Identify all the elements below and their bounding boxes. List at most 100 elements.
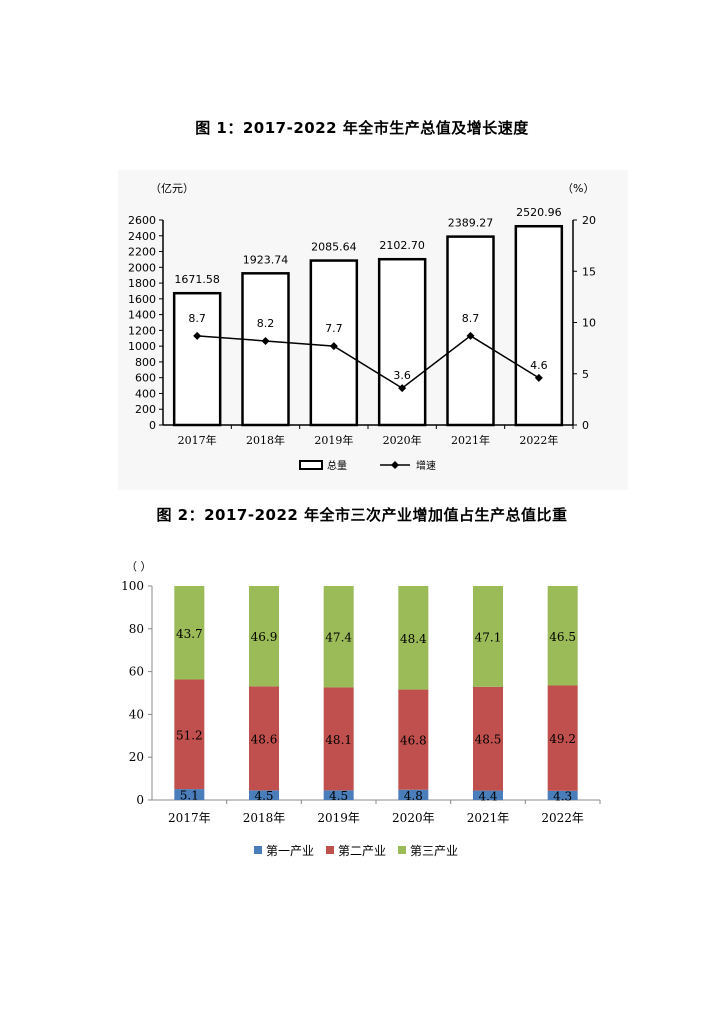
chart2-y-tick-label: 40 bbox=[129, 707, 144, 721]
chart1-x-tick-label: 2018年 bbox=[246, 433, 285, 447]
chart2-bar-segment bbox=[547, 685, 578, 791]
chart2-x-tick-label: 2018年 bbox=[243, 811, 286, 825]
chart1-y-left-tick-label: 1600 bbox=[128, 293, 156, 306]
chart1-y-left-tick-label: 0 bbox=[149, 419, 156, 432]
chart1-x-tick-label: 2019年 bbox=[314, 433, 353, 447]
chart2-bar-segment bbox=[473, 586, 503, 687]
chart1-growth-point bbox=[466, 331, 475, 340]
chart1-growth-label: 7.7 bbox=[325, 322, 343, 335]
chart2-bar-label: 48.4 bbox=[400, 632, 427, 646]
chart2-bar-label: 4.3 bbox=[553, 789, 572, 803]
chart2-bar-label: 46.9 bbox=[251, 630, 278, 644]
chart2-legend-swatch bbox=[326, 846, 334, 854]
chart2-bar-label: 47.4 bbox=[325, 631, 352, 645]
chart2-industry-share: （ ） 0 20 40 60 80 100 5.1 51.2 43.7 2017年 4.5 48.6 46… bbox=[121, 560, 601, 858]
chart2-bar-segment bbox=[323, 790, 354, 800]
chart1-growth-line bbox=[197, 334, 540, 390]
chart2-y-tick-label: 60 bbox=[129, 665, 144, 679]
chart1-y-left-tick-label: 2400 bbox=[128, 230, 156, 243]
chart2-x-tick-label: 2020年 bbox=[392, 811, 435, 825]
chart2-x-tick-label: 2022年 bbox=[541, 811, 584, 825]
chart2-legend-label: 第三产业 bbox=[410, 844, 458, 858]
chart1-legend-line-marker bbox=[391, 461, 399, 469]
chart2-bar-label: 49.2 bbox=[549, 732, 576, 746]
chart1-growth-label: 8.2 bbox=[257, 317, 275, 330]
chart1-growth-point bbox=[398, 384, 407, 393]
chart2-legend-swatch bbox=[254, 846, 262, 854]
chart1-bar-label: 2102.70 bbox=[379, 239, 425, 252]
chart1-bar-label: 2085.64 bbox=[311, 241, 357, 254]
chart1-bar-label: 2520.96 bbox=[516, 206, 562, 219]
chart1-growth-point bbox=[534, 373, 543, 382]
chart2-y-tick-label: 20 bbox=[129, 750, 144, 764]
chart2-bar-segment bbox=[249, 586, 279, 687]
chart1-y-right-tick-label: 5 bbox=[582, 368, 589, 381]
chart1-y-left-tick-label: 1000 bbox=[128, 340, 156, 353]
chart2-x-tick-label: 2019年 bbox=[317, 811, 360, 825]
chart2-y-label: （ ） bbox=[126, 560, 152, 573]
chart1-growth-point bbox=[329, 342, 338, 351]
chart1-y-right-tick-label: 20 bbox=[582, 214, 596, 227]
chart1-bar bbox=[241, 272, 290, 427]
chart1-y-left-tick-label: 800 bbox=[135, 356, 156, 369]
chart1-legend-bar-label: 总量 bbox=[327, 459, 347, 472]
chart1-y-left-tick-label: 1400 bbox=[128, 309, 156, 322]
chart2-bar-segment bbox=[323, 687, 354, 791]
chart1-growth-label: 4.6 bbox=[530, 359, 548, 372]
chart1-bar bbox=[514, 224, 564, 427]
chart1-y-left-tick-label: 1200 bbox=[128, 324, 156, 337]
chart1-growth-label: 3.6 bbox=[393, 369, 411, 382]
chart2-legend-swatch bbox=[398, 846, 406, 854]
chart2-x-tick-label: 2017年 bbox=[168, 811, 211, 825]
chart1-y-left-tick-label: 2600 bbox=[128, 214, 156, 227]
chart2-bar-segment bbox=[174, 679, 205, 790]
chart2-bar-segment bbox=[398, 586, 429, 690]
chart2-x-tick-label: 2021年 bbox=[467, 811, 510, 825]
chart2-bar-segment bbox=[547, 790, 578, 800]
chart1-growth-label: 8.7 bbox=[462, 312, 480, 325]
chart1-x-tick-label: 2020年 bbox=[383, 433, 422, 447]
chart2-bar-segment bbox=[174, 586, 205, 680]
chart1-y-left-tick-label: 1800 bbox=[128, 277, 156, 290]
chart2-y-tick-label: 100 bbox=[121, 579, 144, 593]
chart2-bar-label: 48.1 bbox=[325, 733, 352, 747]
chart2-bar-segment bbox=[398, 789, 429, 800]
chart1-x-tick-label: 2021年 bbox=[451, 433, 490, 447]
chart2-bar-segment bbox=[398, 689, 429, 790]
chart2-y-tick-label: 0 bbox=[136, 793, 144, 807]
chart2-bar-label: 4.5 bbox=[254, 789, 273, 803]
chart1-y-left-tick-label: 2000 bbox=[128, 261, 156, 274]
chart2-bar-segment bbox=[547, 586, 578, 686]
chart1-x-tick-label: 2017年 bbox=[178, 433, 217, 447]
chart2-bar-label: 46.8 bbox=[400, 734, 427, 748]
chart1-bar bbox=[446, 235, 495, 427]
chart2-bar-label: 47.1 bbox=[475, 630, 502, 644]
chart1-y-right-tick-label: 10 bbox=[582, 317, 596, 330]
chart1-growth-point bbox=[193, 331, 202, 340]
chart1-bar bbox=[377, 257, 427, 427]
chart2-bar-label: 51.2 bbox=[176, 728, 203, 742]
chart1-y-right-label: （%） bbox=[562, 182, 594, 195]
chart1-y-left-label: （亿元） bbox=[150, 182, 194, 195]
chart2-title: 图 2：2017-2022 年全市三次产业增加值占生产总值比重 bbox=[156, 506, 568, 524]
chart1-title: 图 1：2017-2022 年全市生产总值及增长速度 bbox=[195, 119, 529, 137]
chart1-bar bbox=[172, 291, 222, 427]
chart2-bar-segment bbox=[323, 586, 354, 688]
chart1-gdp-growth: （亿元） （%）020040060080010001200140016001800… bbox=[118, 170, 628, 490]
chart1-y-left-tick-label: 200 bbox=[135, 403, 156, 416]
chart2-bar-label: 4.8 bbox=[404, 789, 423, 803]
chart2-bar-segment bbox=[473, 790, 503, 800]
chart2-bar-label: 43.7 bbox=[176, 627, 203, 641]
chart2-y-tick-label: 80 bbox=[129, 622, 144, 636]
chart1-legend-bar-swatch bbox=[299, 460, 323, 470]
chart2-bar-segment bbox=[249, 686, 279, 791]
chart2-bar-label: 46.5 bbox=[549, 630, 576, 644]
chart1-legend-line-label: 增速 bbox=[416, 459, 436, 472]
chart1-bar-label: 1671.58 bbox=[174, 273, 220, 286]
chart1-growth-label: 8.7 bbox=[188, 312, 206, 325]
chart2-bar-label: 4.5 bbox=[329, 789, 348, 803]
chart2-bar-segment bbox=[473, 686, 503, 791]
chart1-growth-point bbox=[261, 336, 270, 345]
chart1-bar-label: 1923.74 bbox=[243, 253, 289, 266]
chart1-y-left-tick-label: 600 bbox=[135, 372, 156, 385]
